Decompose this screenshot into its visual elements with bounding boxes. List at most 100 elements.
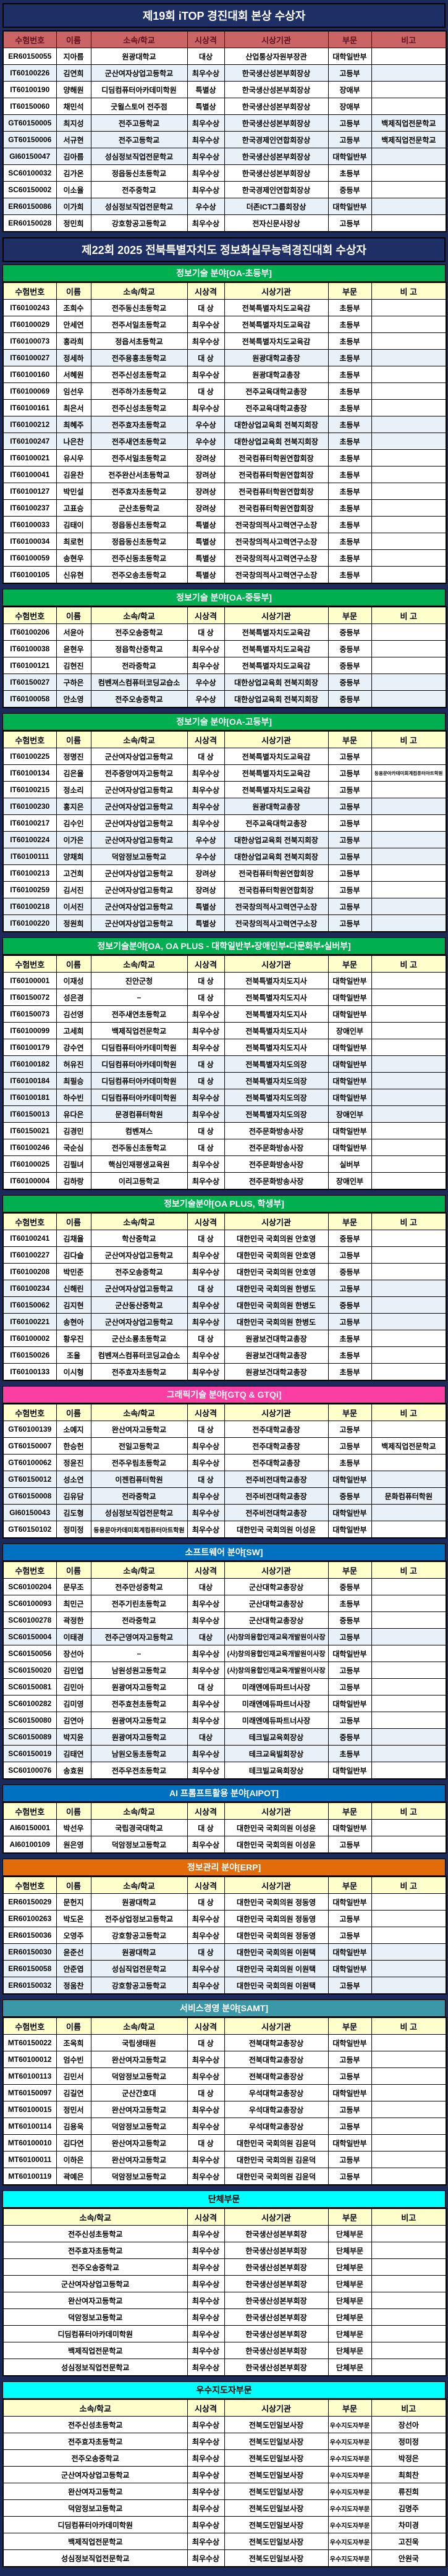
table-row: IT60100133 이시형 전주효자초등학교 최우수상 원광보건대학교총장 초등부 bbox=[2, 1363, 447, 1381]
cell-exam-no: IT60100226 bbox=[2, 64, 57, 82]
table-row: MT60150022 조옥희 국립생태원 대 상 전북대학교총장상 대학일반부 bbox=[2, 2034, 447, 2051]
cell-school: 전주우림초등학교 bbox=[90, 1454, 188, 1471]
cell-note bbox=[371, 2067, 447, 2085]
cell-org: 전북대학교총장상 bbox=[224, 2067, 329, 2085]
cell-school: 군산여자상업고등학교 bbox=[90, 798, 188, 815]
cell-name: 김필녀 bbox=[56, 1155, 91, 1173]
cell-name: 김아름 bbox=[56, 148, 91, 165]
table-row: IT60100224 이가은 군산여자상업고등학교 우수상 대한상업교육회 전북지회장 고… bbox=[2, 831, 447, 848]
table-row: SC60100204 문무조 전주만성중학교 대상 군산대학교총장상 중등부 bbox=[2, 1578, 447, 1595]
cell-exam-no: IT60100027 bbox=[2, 349, 57, 366]
cell-note bbox=[371, 1039, 447, 1056]
table-row: SC60150089 박지윤 원광여자고등학교 대상 테크빌교육회장상 중등부 bbox=[2, 1728, 447, 1746]
table-row: IT60100212 최혜주 전주효자초등학교 우수상 대한상업교육회 전북지회장 초등부 bbox=[2, 416, 447, 433]
column-header-name: 이름 bbox=[56, 2017, 91, 2035]
cell-note bbox=[371, 148, 447, 165]
column-header-division: 부문 bbox=[328, 1561, 372, 1579]
cell-division: 단체부문 bbox=[328, 2292, 372, 2309]
cell-award: 최우수상 bbox=[187, 2325, 225, 2342]
column-header-award: 시상격 bbox=[187, 2399, 225, 2417]
table-row: ER60150036 오영주 강호항공고등학교 최우수상 대한민국 국회의원 정동영 고등… bbox=[2, 1927, 447, 1944]
cell-exam-no: IT60150073 bbox=[2, 1005, 57, 1023]
cell-note bbox=[371, 1263, 447, 1280]
column-header-name: 이름 bbox=[56, 1561, 91, 1579]
cell-name: 서혜원 bbox=[56, 366, 91, 383]
cell-exam-no: IT60100259 bbox=[2, 881, 57, 898]
cell-name: 소예지 bbox=[56, 1421, 91, 1438]
cell-exam-no: IT60150060 bbox=[2, 98, 57, 115]
cell-org: 한국생산성본부회장 bbox=[224, 2242, 329, 2259]
cell-org: 원광보건대학교총장 bbox=[224, 1330, 329, 1347]
awards-table: 수험번호 이름 소속/학교 시상격 시상기관 부문 비고 ER60150055 지아름 원광대학교… bbox=[2, 30, 447, 232]
cell-org: 전국컴퓨터학원연합회장 bbox=[224, 499, 329, 517]
cell-school: 전주효자초등학교 bbox=[90, 1363, 188, 1381]
cell-award: 장려상 bbox=[187, 499, 225, 517]
cell-note bbox=[371, 831, 447, 848]
cell-division: 초등부 bbox=[328, 433, 372, 450]
cell-name: 김연아 bbox=[56, 1712, 91, 1729]
cell-school: 완산여자고등학교 bbox=[90, 2151, 188, 2168]
cell-school: 원광대학교 bbox=[90, 1943, 188, 1961]
cell-division: 장애부 bbox=[328, 98, 372, 115]
cell-note bbox=[371, 1578, 447, 1595]
cell-name: 서윤아 bbox=[56, 623, 91, 641]
cell-note bbox=[371, 1836, 447, 1854]
cell-org: 전북도민일보사장 bbox=[224, 2533, 329, 2550]
cell-note bbox=[371, 914, 447, 932]
cell-division: 고등부 bbox=[328, 1280, 372, 1297]
cell-name: 김연희 bbox=[56, 64, 91, 82]
cell-note bbox=[371, 1296, 447, 1314]
cell-name: 박민설 bbox=[56, 483, 91, 500]
cell-org: 대한민국 국회의원 안호영 bbox=[224, 1230, 329, 1247]
table-row: GT60150007 한승헌 전일고등학교 최우수상 전주대학교총장 고등부 백제직업전문학… bbox=[2, 1437, 447, 1455]
column-header-note: 비 고 bbox=[371, 730, 447, 748]
awards-table-block: AI 프롬프트활용 분야[AIPOT] 수험번호 이름 소속/학교 시상격 시상기관 부문 비… bbox=[2, 1784, 447, 1854]
table-row: SC60150004 이태경 전주근영여자고등학교 대상 (사)창의융합인재교육개발원이… bbox=[2, 1628, 447, 1645]
cell-award: 최우수상 bbox=[187, 1005, 225, 1023]
cell-school: 전주새연초등학교 bbox=[90, 433, 188, 450]
cell-org: 전북특별자치도교육감 bbox=[224, 764, 329, 782]
cell-org: 전북도민일보사장 bbox=[224, 2483, 329, 2500]
cell-division: 고등부 bbox=[328, 1927, 372, 1944]
cell-note bbox=[371, 1943, 447, 1961]
cell-exam-no: IT60100025 bbox=[2, 1155, 57, 1173]
column-header-note: 비 고 bbox=[371, 1212, 447, 1230]
cell-exam-no: IT60100213 bbox=[2, 864, 57, 882]
cell-note bbox=[371, 2242, 447, 2259]
cell-name: 김가온 bbox=[56, 164, 91, 182]
column-header-school: 소속/학교 bbox=[90, 1212, 188, 1230]
cell-org: 전주문화방송사장 bbox=[224, 1122, 329, 1139]
cell-exam-no: IT60100221 bbox=[2, 1313, 57, 1330]
cell-school: 전일고등학교 bbox=[90, 1437, 188, 1455]
table-row: IT60100059 송현우 전주신동초등학교 특별상 전국창의적사고력연구소장 초등부 bbox=[2, 549, 447, 567]
cell-note bbox=[371, 989, 447, 1006]
cell-school: 군산여자상업고등학교 bbox=[90, 64, 188, 82]
cell-division: 장애인부 bbox=[328, 1022, 372, 1039]
cell-division: 초등부 bbox=[328, 416, 372, 433]
cell-name: 박도온 bbox=[56, 1910, 91, 1927]
cell-org: 전북도민일보사장 bbox=[224, 2516, 329, 2533]
column-header-name: 이름 bbox=[56, 606, 91, 624]
awards-table-block: 서비스경영 분야[SAMT] 수험번호 이름 소속/학교 시상격 시상기관 부문 비 고 MT6… bbox=[2, 2000, 447, 2185]
cell-school: 성심정보직업전문학교 bbox=[2, 2549, 188, 2567]
column-header-award: 시상격 bbox=[187, 1876, 225, 1894]
cell-name: 유다은 bbox=[56, 1105, 91, 1123]
cell-note: 차미경 bbox=[371, 2516, 447, 2533]
cell-name: 김은율 bbox=[56, 764, 91, 782]
cell-org: 전북특별자치도의장 bbox=[224, 1072, 329, 1089]
column-header-note: 비 고 bbox=[371, 2017, 447, 2035]
cell-division: 대학일반부 bbox=[328, 2134, 372, 2152]
cell-division: 초등부 bbox=[328, 516, 372, 533]
cell-name: 김민엽 bbox=[56, 1662, 91, 1679]
cell-exam-no: SC60100204 bbox=[2, 1578, 57, 1595]
itop-awards-table-container: 수험번호 이름 소속/학교 시상격 시상기관 부문 비고 ER60150055 지아름 원광대학교… bbox=[2, 30, 447, 232]
cell-note bbox=[371, 316, 447, 333]
table-row: ER60150032 정움찬 강호항공고등학교 최우수상 대한민국 국회의원 이원택 고등… bbox=[2, 1977, 447, 1995]
cell-exam-no: IT60100002 bbox=[2, 1330, 57, 1347]
column-header-note: 비 고 bbox=[371, 606, 447, 624]
column-header-note: 비고 bbox=[371, 30, 447, 48]
cell-exam-no: IT60100182 bbox=[2, 1055, 57, 1073]
cell-org: 전국창의적사고력연구소장 bbox=[224, 914, 329, 932]
cell-note bbox=[371, 2151, 447, 2168]
table-row: ER60150028 정민희 강호항공고등학교 최우수상 전자신문사장상 고등부 bbox=[2, 214, 447, 232]
